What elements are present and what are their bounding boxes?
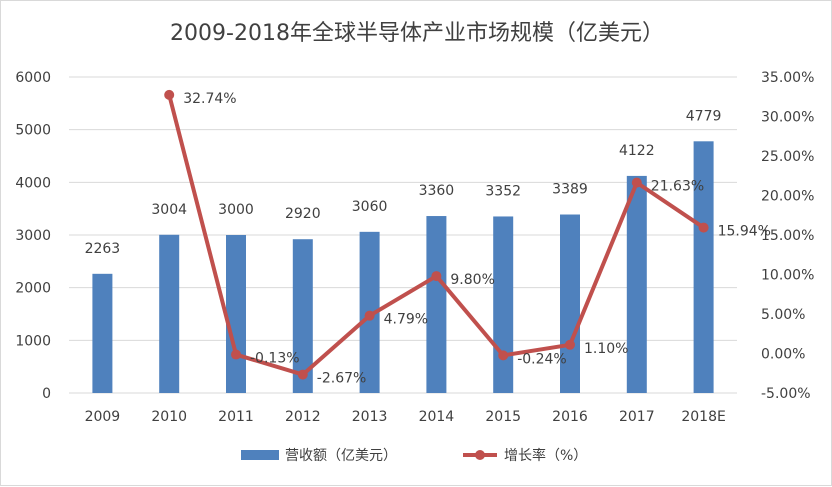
bar — [226, 235, 246, 393]
legend-swatch-revenue — [241, 450, 279, 460]
x-tick-label: 2016 — [552, 409, 588, 425]
legend-swatch-growth-marker — [475, 450, 485, 460]
x-tick-label: 2012 — [285, 409, 321, 425]
growth-rate-point — [164, 89, 175, 100]
growth-rate-data-label: -0.24% — [517, 351, 567, 367]
x-tick-label: 2009 — [85, 409, 121, 425]
y-right-tick-label: 0.00% — [761, 347, 805, 363]
y-left-tick-label: 6000 — [15, 70, 51, 86]
bar-data-label: 2263 — [85, 241, 121, 257]
growth-rate-point — [698, 222, 709, 233]
bar — [292, 239, 313, 393]
y-left-tick-label: 2000 — [15, 281, 51, 297]
y-right-tick-label: 25.00% — [761, 149, 814, 165]
y-left-tick-label: 4000 — [15, 175, 51, 191]
growth-rate-data-label: 21.63% — [651, 179, 704, 195]
x-tick-label: 2010 — [151, 409, 187, 425]
growth-rate-point — [431, 271, 442, 282]
y-right-tick-label: 30.00% — [761, 110, 814, 126]
growth-rate-data-label: 9.80% — [450, 272, 494, 288]
bar — [560, 214, 580, 393]
bar-data-label: 4122 — [619, 143, 655, 159]
y-right-tick-label: 10.00% — [761, 268, 814, 284]
growth-rate-data-label: 32.74% — [183, 91, 236, 107]
legend-label-revenue: 营收额（亿美元） — [285, 448, 397, 464]
y-right-tick-label: 15.00% — [761, 228, 814, 244]
x-tick-label: 2018E — [681, 409, 725, 425]
bar-data-label: 3000 — [218, 202, 254, 218]
y-right-tick-label: 5.00% — [761, 307, 805, 323]
bar-data-label: 4779 — [686, 108, 722, 124]
growth-rate-point — [297, 369, 308, 380]
growth-rate-point — [631, 177, 642, 188]
growth-rate-point — [565, 339, 575, 350]
x-tick-label: 2017 — [619, 409, 655, 425]
legend-label-growth: 增长率（%） — [504, 447, 587, 464]
growth-rate-data-label: 4.79% — [384, 312, 428, 328]
y-left-tick-label: 0 — [42, 386, 51, 402]
bar-data-label: 3004 — [151, 202, 187, 218]
growth-rate-data-label: 15.94% — [718, 224, 771, 240]
x-tick-label: 2011 — [218, 409, 254, 425]
growth-rate-data-label: -0.13% — [250, 351, 300, 367]
y-left-tick-label: 5000 — [15, 123, 51, 139]
bar-data-label: 3389 — [552, 182, 588, 198]
growth-rate-point — [231, 349, 241, 360]
bar — [626, 175, 647, 393]
bar — [426, 216, 447, 393]
growth-rate-data-label: 1.10% — [584, 341, 628, 357]
x-tick-label: 2013 — [352, 409, 388, 425]
bar — [92, 273, 113, 393]
bar — [159, 234, 180, 393]
y-right-tick-label: 20.00% — [761, 189, 814, 205]
x-tick-label: 2014 — [419, 409, 455, 425]
bar — [493, 216, 514, 393]
bar-data-label: 2920 — [285, 206, 321, 222]
y-right-tick-label: -5.00% — [761, 386, 811, 402]
x-tick-label: 2015 — [485, 409, 521, 425]
bar-data-label: 3352 — [485, 183, 521, 199]
bar-data-label: 3060 — [352, 199, 388, 215]
bar-data-label: 3360 — [419, 183, 455, 199]
growth-rate-point — [364, 310, 375, 321]
growth-rate-data-label: -2.67% — [317, 371, 367, 387]
y-left-tick-label: 3000 — [15, 228, 51, 244]
bar — [693, 141, 714, 393]
growth-rate-point — [498, 350, 509, 361]
chart-title: 2009-2018年全球半导体产业市场规模（亿美元） — [170, 21, 664, 46]
y-right-tick-label: 35.00% — [761, 70, 814, 86]
y-left-tick-label: 1000 — [15, 333, 51, 349]
